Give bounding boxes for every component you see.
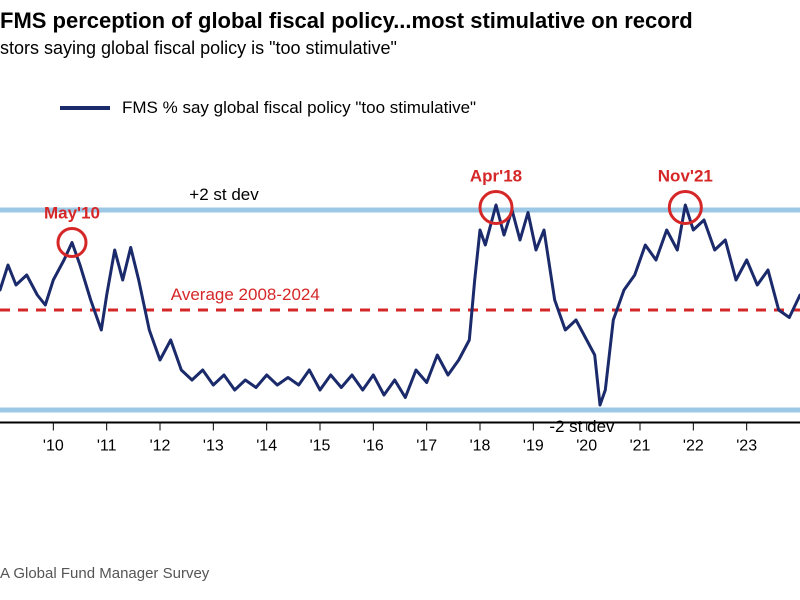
x-tick-label: '15 [310,438,331,455]
x-tick-label: '23 [736,438,757,455]
x-tick-label: '16 [363,438,384,455]
legend-swatch [60,106,110,110]
x-tick-label: '20 [576,438,597,455]
x-tick-label: '21 [630,438,651,455]
legend-label: FMS % say global fiscal policy "too stim… [122,98,476,118]
callout-label: Apr'18 [470,167,522,186]
x-tick-label: '11 [97,438,117,455]
chart-subtitle: stors saying global fiscal policy is "to… [0,38,397,59]
x-tick-label: '19 [523,438,544,455]
legend: FMS % say global fiscal policy "too stim… [60,98,476,118]
x-tick-label: '18 [470,438,491,455]
minus2-stdev-label: -2 st dev [549,417,615,436]
plus2-stdev-label: +2 st dev [189,185,259,204]
fms-series-line [0,205,800,405]
average-line-label: Average 2008-2024 [171,285,320,304]
x-tick-label: '12 [150,438,171,455]
callout-label: Nov'21 [658,167,713,186]
chart-title: FMS perception of global fiscal policy..… [0,8,693,34]
chart-source: A Global Fund Manager Survey [0,565,209,582]
x-tick-label: '17 [416,438,437,455]
x-tick-label: '14 [256,438,277,455]
x-tick-label: '22 [683,438,704,455]
x-tick-label: '13 [203,438,224,455]
x-tick-label: '10 [43,438,64,455]
callout-label: May'10 [44,204,100,223]
line-chart: +2 st dev -2 st dev Average 2008-2024 May'1… [0,130,800,510]
